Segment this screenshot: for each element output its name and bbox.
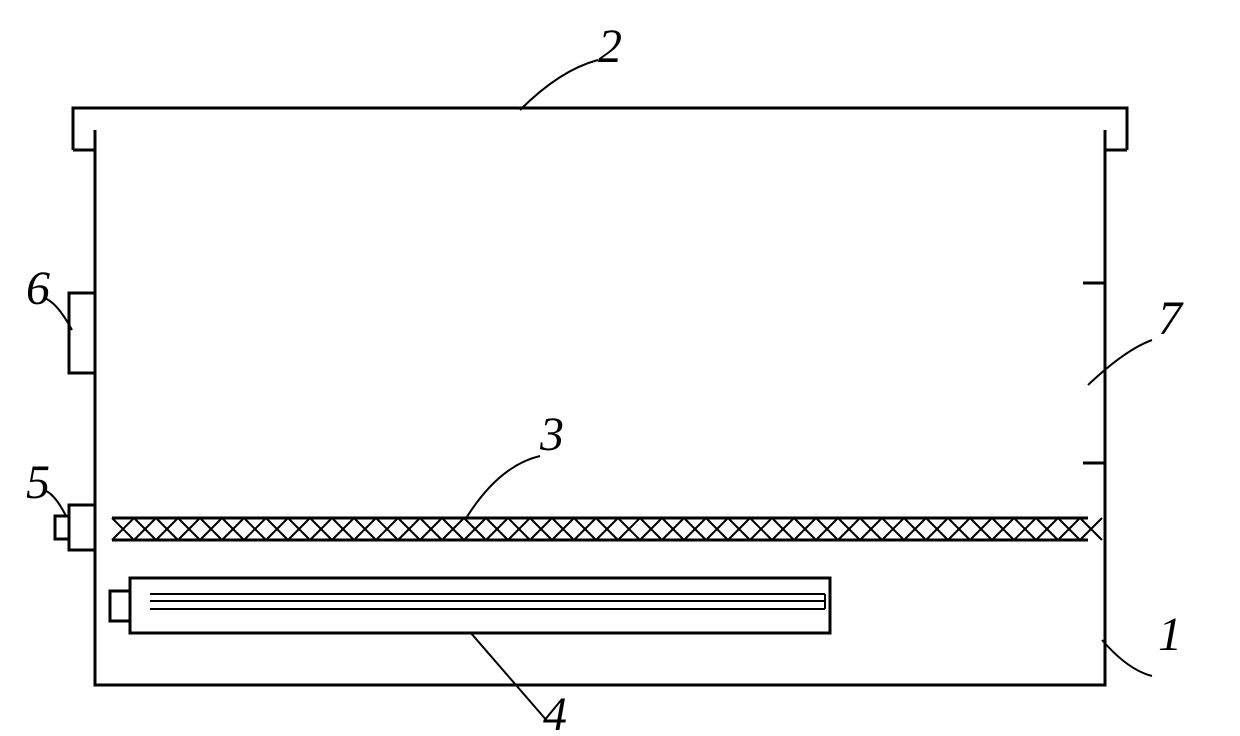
label-1: 1: [1158, 608, 1182, 661]
container-lid: [73, 108, 1127, 150]
outlet-port-outer: [69, 505, 95, 550]
lead-line-7: [1088, 340, 1152, 385]
technical-diagram: 1 2 3 4 5 6 7: [0, 0, 1240, 736]
lead-line-2: [520, 60, 598, 110]
label-7: 7: [1158, 292, 1184, 345]
label-6: 6: [26, 262, 50, 315]
heater-connector: [110, 591, 130, 621]
lead-line-4: [470, 632, 548, 722]
outlet-port-inner: [55, 516, 69, 539]
filter-mesh: [112, 518, 1102, 540]
heater-housing: [130, 578, 830, 633]
label-5: 5: [26, 456, 50, 509]
lead-line-3: [465, 456, 540, 520]
overflow-port: [69, 293, 95, 373]
label-2: 2: [598, 20, 622, 73]
lead-line-1: [1102, 640, 1152, 676]
label-4: 4: [543, 688, 567, 736]
label-3: 3: [539, 408, 564, 461]
